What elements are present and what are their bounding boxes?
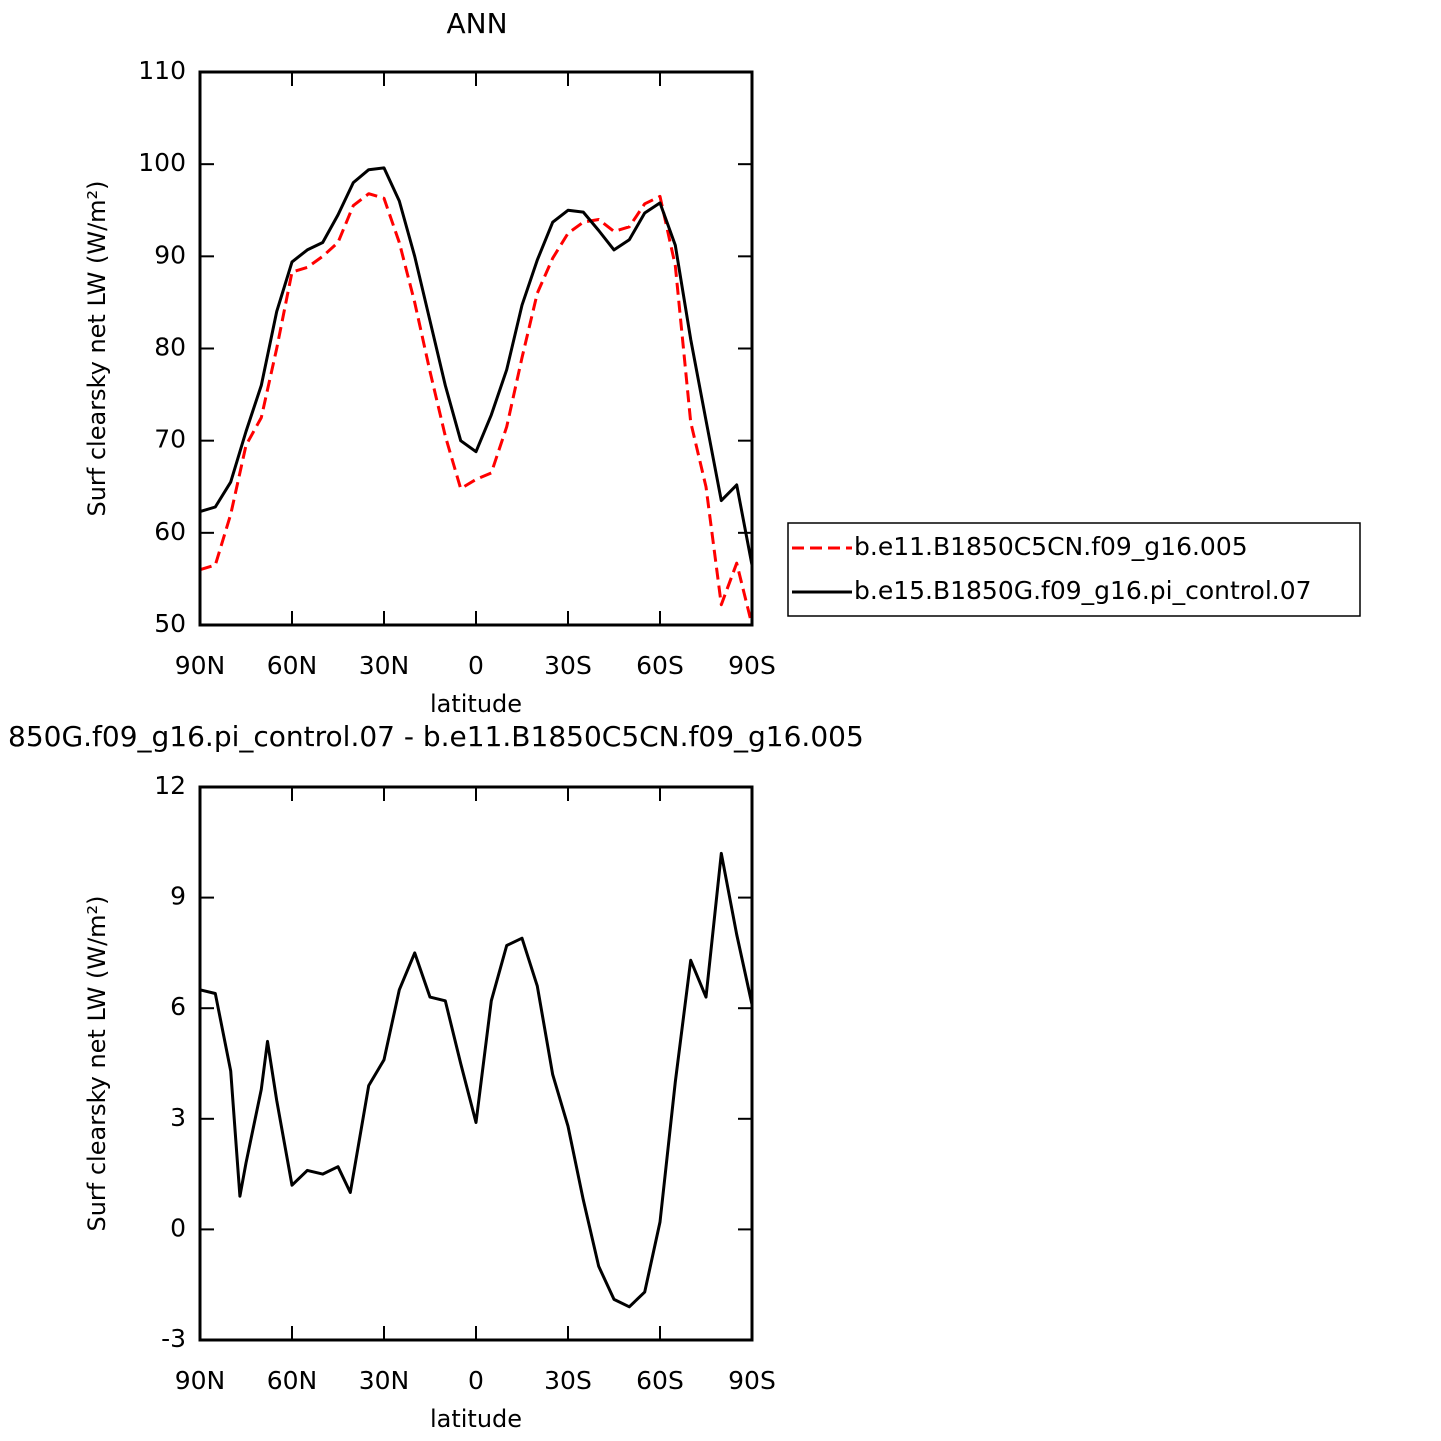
- y-axis-label: Surf clearsky net LW (W/m²): [83, 895, 111, 1231]
- legend-box: [787, 522, 1361, 617]
- x-tick-label: 90S: [728, 651, 776, 680]
- y-tick-label: -3: [161, 1324, 186, 1353]
- y-tick-label: 9: [170, 882, 186, 911]
- y-tick-label: 6: [170, 992, 186, 1021]
- x-tick-label: 60S: [636, 651, 684, 680]
- y-tick-label: 3: [170, 1103, 186, 1132]
- series-line: [199, 192, 754, 626]
- x-axis-label: latitude: [430, 690, 522, 718]
- y-tick-label: 0: [170, 1213, 186, 1242]
- y-tick-label: 60: [154, 517, 186, 546]
- chart-title: ANN: [446, 7, 507, 40]
- chart: ANN latitude Surf clearsky net LW (W/m²) 50…: [83, 7, 1361, 718]
- legend-label: b.e15.B1850G.f09_g16.pi_control.07: [854, 576, 1312, 605]
- x-tick-label: 0: [468, 1366, 484, 1395]
- y-tick-label: 90: [154, 240, 186, 269]
- y-tick-label: 100: [138, 148, 186, 177]
- y-axis-label: Surf clearsky net LW (W/m²): [83, 180, 111, 516]
- x-tick-label: 30N: [359, 1366, 410, 1395]
- chart: 850G.f09_g16.pi_control.07 - b.e11.B1850…: [8, 720, 864, 1433]
- x-tick-label: 60N: [267, 1366, 318, 1395]
- x-tick-label: 90S: [728, 1366, 776, 1395]
- x-tick-label: 30S: [544, 1366, 592, 1395]
- x-tick-label: 30S: [544, 651, 592, 680]
- y-tick-label: 80: [154, 333, 186, 362]
- plot-frame: [198, 70, 754, 627]
- y-tick-label: 12: [154, 771, 186, 800]
- series-line: [199, 851, 754, 1309]
- chart-title: 850G.f09_g16.pi_control.07 - b.e11.B1850…: [8, 720, 864, 753]
- legend-label: b.e11.B1850C5CN.f09_g16.005: [854, 532, 1248, 561]
- x-axis-label: latitude: [430, 1405, 522, 1433]
- x-tick-label: 60S: [636, 1366, 684, 1395]
- y-tick-label: 110: [138, 56, 186, 85]
- y-tick-label: 70: [154, 425, 186, 454]
- x-tick-label: 90N: [175, 1366, 226, 1395]
- y-tick-label: 50: [154, 609, 186, 638]
- x-tick-label: 0: [468, 651, 484, 680]
- plot-frame: [198, 785, 754, 1342]
- x-tick-label: 60N: [267, 651, 318, 680]
- x-tick-label: 90N: [175, 651, 226, 680]
- series-line: [199, 166, 754, 566]
- x-tick-label: 30N: [359, 651, 410, 680]
